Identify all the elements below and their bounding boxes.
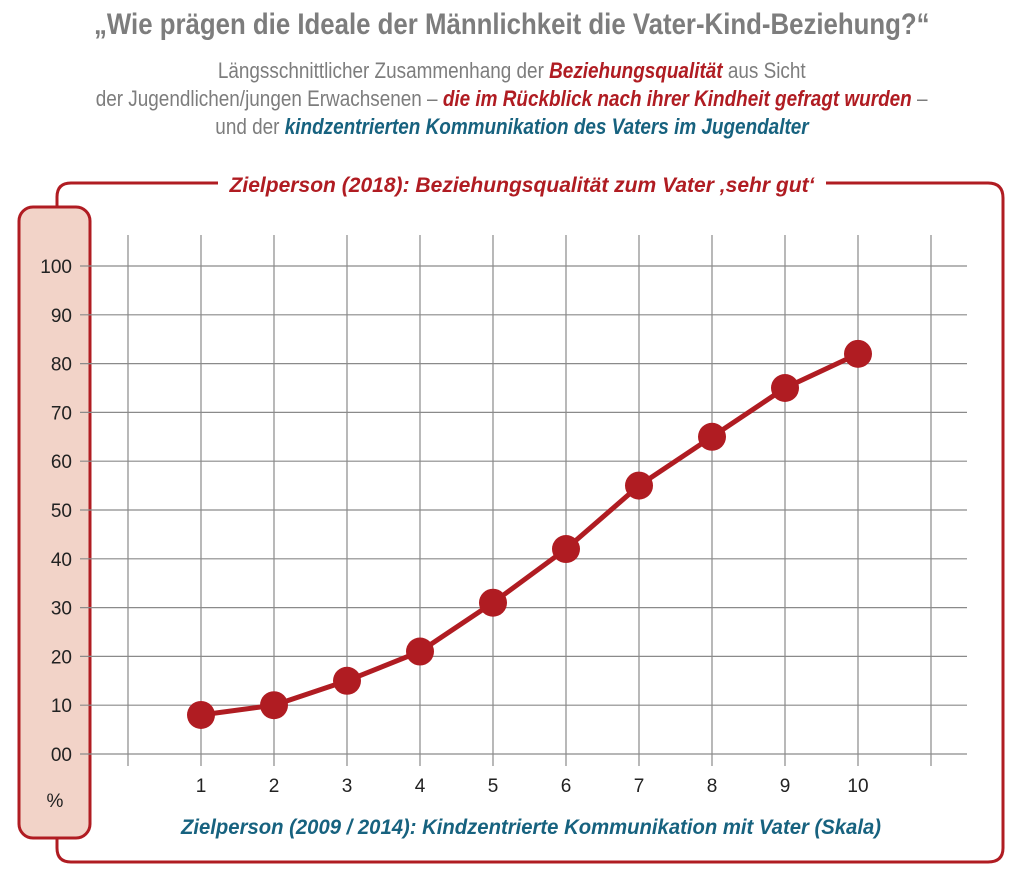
grid [80, 235, 967, 766]
chart-title: Zielperson (2018): Beziehungsqualität zu… [228, 174, 815, 197]
chart-frame [55, 181, 1005, 864]
y-tick-label: 70 [51, 403, 72, 424]
x-tick-label: 6 [561, 776, 572, 797]
series-line [200, 351, 860, 718]
x-tick-label: 7 [634, 776, 645, 797]
y-tick-label: 80 [51, 355, 72, 376]
y-tick-label: 00 [51, 745, 72, 766]
y-tick-label: 30 [51, 599, 72, 620]
subtitle-line-1: Längsschnittlicher Zusammenhang der Bezi… [0, 58, 1024, 84]
data-series [187, 339, 872, 729]
y-tick-label: 60 [51, 452, 72, 473]
x-tick-label: 3 [342, 776, 353, 797]
subtitle-highlight-red: die im Rückblick nach ihrer Kindheit gef… [443, 86, 913, 111]
data-point [771, 374, 799, 402]
data-point [552, 535, 580, 564]
subtitle-text: aus Sicht [722, 58, 806, 83]
subtitle-text: – [912, 86, 928, 111]
data-point [333, 666, 361, 695]
x-tick-label: 5 [488, 776, 499, 797]
subtitle-line-3: und der kindzentrierten Kommunikation de… [0, 114, 1024, 140]
subtitle-text: der Jugendlichen/jungen Erwachsenen – [96, 86, 444, 111]
x-tick-label: 4 [415, 776, 426, 797]
x-tick-label: 8 [707, 776, 718, 797]
x-tick-labels: 1 2 3 4 5 6 7 8 9 10 [196, 776, 869, 797]
data-point [698, 422, 726, 451]
y-tick-label: 40 [51, 550, 72, 571]
subtitle-highlight-blue: kindzentrierten Kommunikation des Vaters… [284, 114, 809, 139]
title-text: „Wie prägen die Ideale der Männlichkeit … [94, 8, 930, 41]
data-point [187, 700, 215, 729]
subtitle-line-2: der Jugendlichen/jungen Erwachsenen – di… [0, 86, 1024, 112]
y-tick-label: 10 [51, 696, 72, 717]
y-axis-box [17, 205, 92, 840]
x-tick-label: 2 [269, 776, 280, 797]
data-point [625, 471, 653, 500]
data-point [406, 637, 434, 666]
y-axis-unit: % [47, 791, 64, 812]
page-title: „Wie prägen die Ideale der Männlichkeit … [0, 8, 1024, 42]
data-point [260, 691, 288, 720]
x-axis-label: Zielperson (2009 / 2014): Kindzentrierte… [180, 816, 881, 839]
subtitle-text: und der [215, 114, 285, 139]
y-tick-labels: 00 10 20 30 40 50 60 70 80 90 100 [40, 257, 72, 766]
subtitle-highlight-red: Beziehungsqualität [549, 58, 723, 83]
subtitle-text: Längsschnittlicher Zusammenhang der [218, 58, 550, 83]
y-tick-label: 90 [51, 306, 72, 327]
data-point [479, 588, 507, 617]
y-tick-label: 20 [51, 647, 72, 668]
data-point [844, 339, 872, 368]
y-tick-label: 50 [51, 501, 72, 522]
x-tick-label: 1 [196, 776, 207, 797]
x-tick-label: 10 [847, 776, 868, 797]
y-tick-label: 100 [40, 257, 72, 278]
x-tick-label: 9 [780, 776, 791, 797]
